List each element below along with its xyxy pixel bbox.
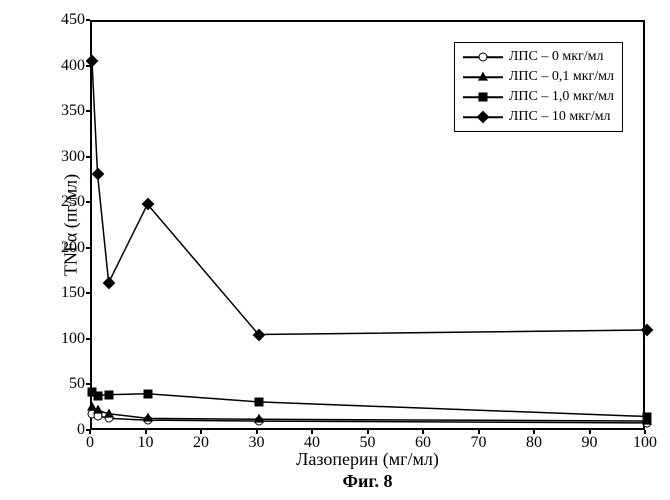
- legend-marker-icon: [478, 72, 488, 81]
- x-tick-mark: [644, 430, 646, 434]
- legend-label: ЛПС – 0,1 мкг/мл: [509, 69, 614, 85]
- x-tick-label: 40: [304, 434, 320, 452]
- legend-symbol: [463, 47, 503, 67]
- legend-symbol: [463, 107, 503, 127]
- y-tick-mark: [86, 19, 90, 21]
- data-marker: [93, 405, 103, 414]
- data-marker: [143, 413, 153, 422]
- y-tick-label: 350: [55, 102, 85, 120]
- legend-marker-icon: [477, 111, 490, 124]
- x-tick-label: 0: [86, 434, 94, 452]
- x-tick-label: 80: [526, 434, 542, 452]
- y-tick-label: 400: [55, 57, 85, 75]
- x-tick-mark: [200, 430, 202, 434]
- y-tick-label: 200: [55, 239, 85, 257]
- plot-area: ЛПС – 0 мкг/мл ЛПС – 0,1 мкг/мл ЛПС – 1,0 …: [90, 20, 645, 430]
- x-tick-label: 20: [193, 434, 209, 452]
- figure-caption: Фиг. 8: [90, 471, 645, 492]
- x-tick-mark: [256, 430, 258, 434]
- legend: ЛПС – 0 мкг/мл ЛПС – 0,1 мкг/мл ЛПС – 1,0 …: [454, 42, 623, 132]
- data-marker: [93, 391, 102, 400]
- y-tick-label: 250: [55, 193, 85, 211]
- y-tick-label: 150: [55, 284, 85, 302]
- legend-label: ЛПС – 0 мкг/мл: [509, 49, 604, 65]
- legend-label: ЛПС – 1,0 мкг/мл: [509, 89, 614, 105]
- chart-container: ЛПС – 0 мкг/мл ЛПС – 0,1 мкг/мл ЛПС – 1,0 …: [10, 10, 660, 490]
- legend-item: ЛПС – 0,1 мкг/мл: [463, 67, 614, 87]
- x-axis-label: Лазоперин (мг/мл): [90, 449, 645, 470]
- y-tick-label: 450: [55, 11, 85, 29]
- y-tick-mark: [86, 156, 90, 158]
- legend-marker-icon: [478, 93, 487, 102]
- y-axis-label: TNFα (пг/мл): [61, 174, 82, 276]
- x-tick-mark: [533, 430, 535, 434]
- x-tick-label: 90: [582, 434, 598, 452]
- x-tick-mark: [145, 430, 147, 434]
- data-marker: [254, 397, 263, 406]
- x-tick-mark: [589, 430, 591, 434]
- x-tick-mark: [478, 430, 480, 434]
- legend-marker-icon: [478, 53, 487, 62]
- x-tick-label: 30: [249, 434, 265, 452]
- y-tick-mark: [86, 338, 90, 340]
- y-tick-mark: [86, 292, 90, 294]
- y-tick-mark: [86, 383, 90, 385]
- x-tick-label: 70: [471, 434, 487, 452]
- data-marker: [143, 389, 152, 398]
- x-tick-mark: [89, 430, 91, 434]
- y-tick-label: 50: [55, 375, 85, 393]
- x-tick-label: 10: [138, 434, 154, 452]
- x-tick-mark: [367, 430, 369, 434]
- y-tick-mark: [86, 65, 90, 67]
- y-tick-label: 300: [55, 148, 85, 166]
- y-tick-mark: [86, 110, 90, 112]
- x-tick-label: 100: [633, 434, 657, 452]
- data-marker: [104, 408, 114, 417]
- legend-item: ЛПС – 0 мкг/мл: [463, 47, 614, 67]
- series-line: [92, 392, 647, 417]
- y-tick-mark: [86, 201, 90, 203]
- x-tick-label: 50: [360, 434, 376, 452]
- legend-symbol: [463, 67, 503, 87]
- y-tick-mark: [86, 247, 90, 249]
- legend-label: ЛПС – 10 мкг/мл: [509, 109, 611, 125]
- legend-item: ЛПС – 10 мкг/мл: [463, 107, 614, 127]
- y-tick-label: 100: [55, 330, 85, 348]
- data-marker: [254, 414, 264, 423]
- x-tick-label: 60: [415, 434, 431, 452]
- x-tick-mark: [422, 430, 424, 434]
- legend-item: ЛПС – 1,0 мкг/мл: [463, 87, 614, 107]
- x-tick-mark: [311, 430, 313, 434]
- data-marker: [104, 390, 113, 399]
- y-tick-label: 0: [55, 421, 85, 439]
- series-line: [92, 407, 647, 421]
- data-marker: [643, 412, 652, 421]
- legend-symbol: [463, 87, 503, 107]
